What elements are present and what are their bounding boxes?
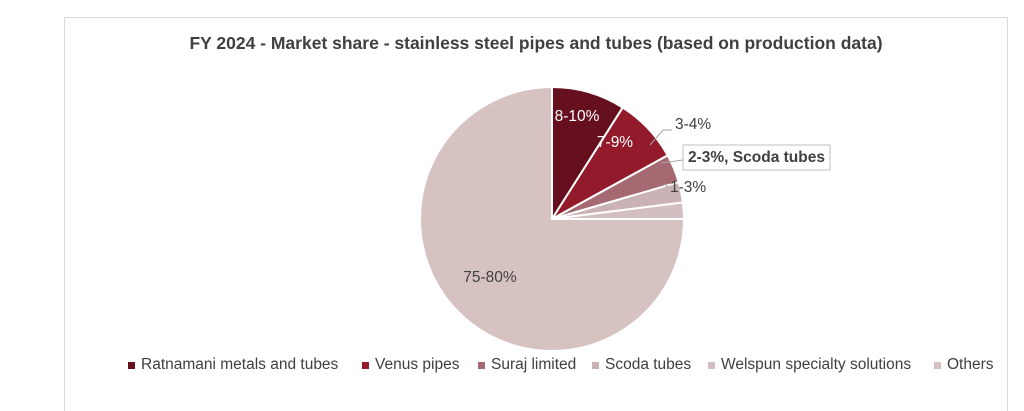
legend-swatch-scoda-tubes xyxy=(592,361,599,369)
legend-label-scoda-tubes: Scoda tubes xyxy=(605,356,692,373)
legend-item-welspun: Welspun specialty solutions xyxy=(708,356,911,374)
leader-line-scoda-tubes xyxy=(660,159,684,164)
leader-line-welspun xyxy=(663,183,669,188)
legend-label-welspun: Welspun specialty solutions xyxy=(721,356,912,373)
legend-swatch-welspun xyxy=(708,361,715,369)
legend-swatch-ratnamani xyxy=(128,361,135,369)
legend-item-others: Others xyxy=(934,356,994,374)
data-label-box-scoda-tubes xyxy=(682,144,831,171)
chart-title: FY 2024 - Market share - stainless steel… xyxy=(189,33,883,53)
data-label-venus-pipes: 7-9% xyxy=(597,134,633,151)
data-label-welspun: 1-3% xyxy=(670,179,706,196)
data-label-others: 75-80% xyxy=(463,269,517,286)
legend-label-others: Others xyxy=(947,356,994,373)
legend-label-suraj-limited: Suraj limited xyxy=(491,356,577,373)
legend-swatch-venus-pipes xyxy=(362,361,369,369)
legend-item-ratnamani: Ratnamani metals and tubes xyxy=(128,356,338,374)
pie-slice-others xyxy=(419,85,686,352)
legend-item-venus-pipes: Venus pipes xyxy=(362,356,459,374)
leader-line-suraj-limited xyxy=(649,129,672,146)
legend-item-suraj-limited: Suraj limited xyxy=(478,356,576,374)
legend-swatch-suraj-limited xyxy=(478,361,485,369)
data-label-suraj-limited: 3-4% xyxy=(675,116,711,133)
legend-swatch-others xyxy=(934,361,941,369)
legend-label-ratnamani: Ratnamani metals and tubes xyxy=(141,356,339,373)
data-label-scoda-tubes: 2-3%, Scoda tubes xyxy=(688,149,825,166)
data-label-ratnamani: 8-10% xyxy=(555,108,600,125)
chart-legend: Ratnamani metals and tubes Venus pipes Sur… xyxy=(0,356,1024,380)
legend-label-venus-pipes: Venus pipes xyxy=(375,356,460,373)
legend-item-scoda-tubes: Scoda tubes xyxy=(592,356,691,374)
